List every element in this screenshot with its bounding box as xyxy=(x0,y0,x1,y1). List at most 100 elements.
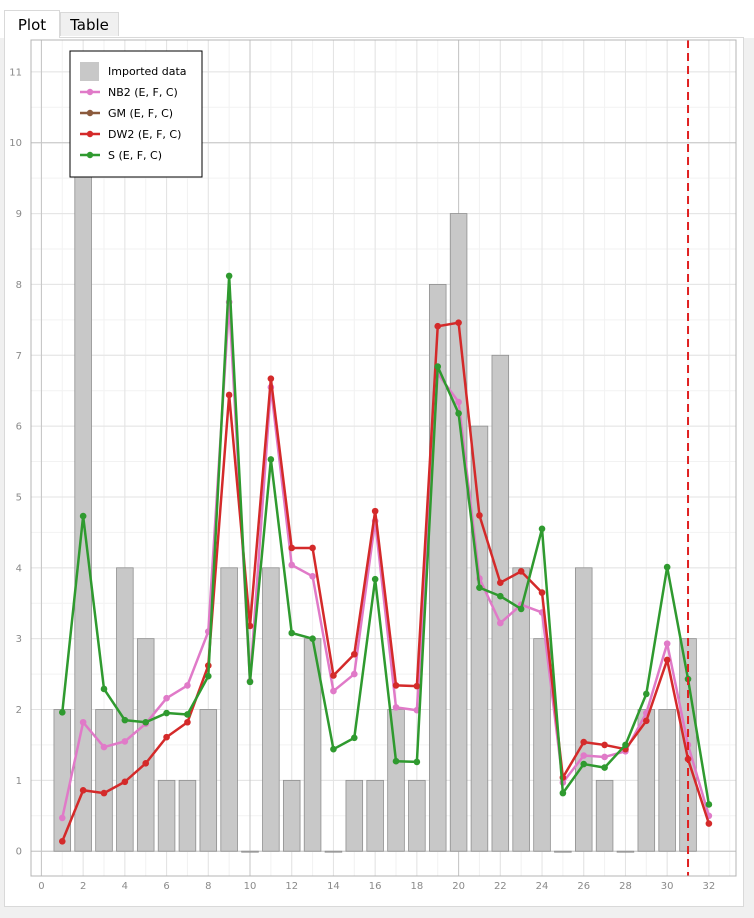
bar-23 xyxy=(512,567,530,852)
x-tick-label: 24 xyxy=(536,881,549,892)
bar-10 xyxy=(241,850,259,853)
series-point-0-27 xyxy=(601,753,608,761)
y-tick-label: 8 xyxy=(16,280,22,291)
series-point-3-7 xyxy=(184,711,191,718)
x-tick-label: 0 xyxy=(38,881,44,892)
series-point-2-3 xyxy=(100,789,108,797)
tab-table[interactable]: Table xyxy=(60,12,119,36)
series-point-0-15 xyxy=(350,670,358,678)
tab-bar: Plot Table xyxy=(0,0,754,38)
x-tick-label: 26 xyxy=(577,881,590,892)
series-point-2-22 xyxy=(497,579,504,586)
bar-3 xyxy=(95,709,113,852)
series-point-3-28 xyxy=(622,741,629,749)
bar-16 xyxy=(366,779,384,852)
series-point-0-2 xyxy=(79,718,87,726)
legend-label: DW2 (E, F, C) xyxy=(108,128,181,141)
series-point-3-25 xyxy=(559,789,567,797)
bar-28 xyxy=(616,850,635,853)
bar-12 xyxy=(282,779,301,852)
bar-27 xyxy=(595,779,614,852)
plot-panel: 0 2 4 6 8 10 12 14 16 18 20 22 24 26 28 30 32 0 1 2 3 4 5 6 7 8 9 1… xyxy=(4,37,744,907)
series-point-2-13 xyxy=(309,544,316,552)
legend-label: GM (E, F, C) xyxy=(108,107,173,120)
y-tick-label: 1 xyxy=(16,776,22,787)
series-point-2-14 xyxy=(330,672,337,679)
x-tick-label: 2 xyxy=(80,881,86,892)
bar-15 xyxy=(345,779,364,852)
x-tick-label: 20 xyxy=(452,881,465,892)
legend-swatch-point xyxy=(86,109,94,117)
legend-swatch-point xyxy=(86,130,94,138)
series-point-0-7 xyxy=(184,682,191,689)
series-point-0-20 xyxy=(455,398,462,406)
series-point-2-7 xyxy=(184,718,191,726)
series-point-0-17 xyxy=(392,704,400,711)
series-point-0-1 xyxy=(58,814,66,822)
series-point-0-14 xyxy=(330,687,337,695)
series-point-3-32 xyxy=(705,801,713,808)
series-point-3-4 xyxy=(121,716,129,724)
bar-7 xyxy=(178,779,197,852)
axes-frame xyxy=(30,39,737,877)
series-point-0-30 xyxy=(663,640,671,647)
series-point-3-21 xyxy=(476,584,483,591)
series-point-0-12 xyxy=(288,561,296,569)
series-point-2-32 xyxy=(705,820,713,827)
x-tick-label: 18 xyxy=(411,881,424,892)
legend-swatch-bar xyxy=(80,62,99,81)
series-line-0 xyxy=(61,300,711,819)
series-point-2-27 xyxy=(601,741,608,749)
series-point-3-11 xyxy=(267,456,275,463)
bar-14 xyxy=(324,850,343,853)
series-point-2-29 xyxy=(643,717,650,725)
series-point-3-17 xyxy=(392,757,400,765)
legend-label: S (E, F, C) xyxy=(108,149,162,162)
series-point-2-17 xyxy=(392,682,400,689)
series-lines xyxy=(58,272,713,845)
series-point-2-12 xyxy=(288,544,296,552)
legend-swatch-point xyxy=(86,88,94,96)
bar-17 xyxy=(387,709,405,852)
series-point-2-18 xyxy=(413,682,421,690)
series-point-2-30 xyxy=(663,656,671,664)
series-point-3-5 xyxy=(142,718,150,726)
x-tick-label: 30 xyxy=(661,881,674,892)
series-point-2-9 xyxy=(225,391,233,399)
chart[interactable]: 0 2 4 6 8 10 12 14 16 18 20 22 24 26 28 30 3201234567891… xyxy=(5,38,743,906)
series-point-0-26 xyxy=(580,752,588,759)
legend: Imported data NB2 (E, F, C) GM (E, F, C) DW… xyxy=(69,50,203,178)
series-point-3-18 xyxy=(413,758,421,766)
y-tick-label: 5 xyxy=(16,492,22,503)
legend-label: NB2 (E, F, C) xyxy=(108,86,178,99)
y-tick-label: 4 xyxy=(16,563,22,574)
bar-9 xyxy=(220,567,238,852)
bar-18 xyxy=(408,779,426,852)
bar-24 xyxy=(533,638,551,852)
series-point-0-6 xyxy=(163,694,170,702)
x-tick-label: 32 xyxy=(703,881,716,892)
series-point-3-19 xyxy=(434,363,442,370)
bar-5 xyxy=(136,638,155,852)
series-point-3-3 xyxy=(100,685,108,693)
series-line-3 xyxy=(61,274,711,805)
tab-plot[interactable]: Plot xyxy=(4,10,60,38)
series-point-3-14 xyxy=(330,745,337,753)
series-point-2-15 xyxy=(350,650,358,658)
x-tick-label: 10 xyxy=(244,881,257,892)
series-point-3-30 xyxy=(663,563,671,571)
series-point-3-23 xyxy=(517,605,525,613)
bar-20 xyxy=(449,213,468,852)
y-tick-label: 0 xyxy=(16,847,22,858)
y-tick-label: 7 xyxy=(16,351,22,362)
series-point-2-6 xyxy=(163,733,170,741)
series-point-3-22 xyxy=(497,592,504,600)
bar-11 xyxy=(262,567,280,852)
series-point-2-16 xyxy=(371,507,379,515)
series-point-0-13 xyxy=(309,573,316,580)
bar-21 xyxy=(470,425,489,852)
y-tick-label: 2 xyxy=(16,705,22,716)
series-point-2-1 xyxy=(58,837,66,845)
series-point-3-16 xyxy=(371,575,379,583)
series-point-3-12 xyxy=(288,629,296,637)
